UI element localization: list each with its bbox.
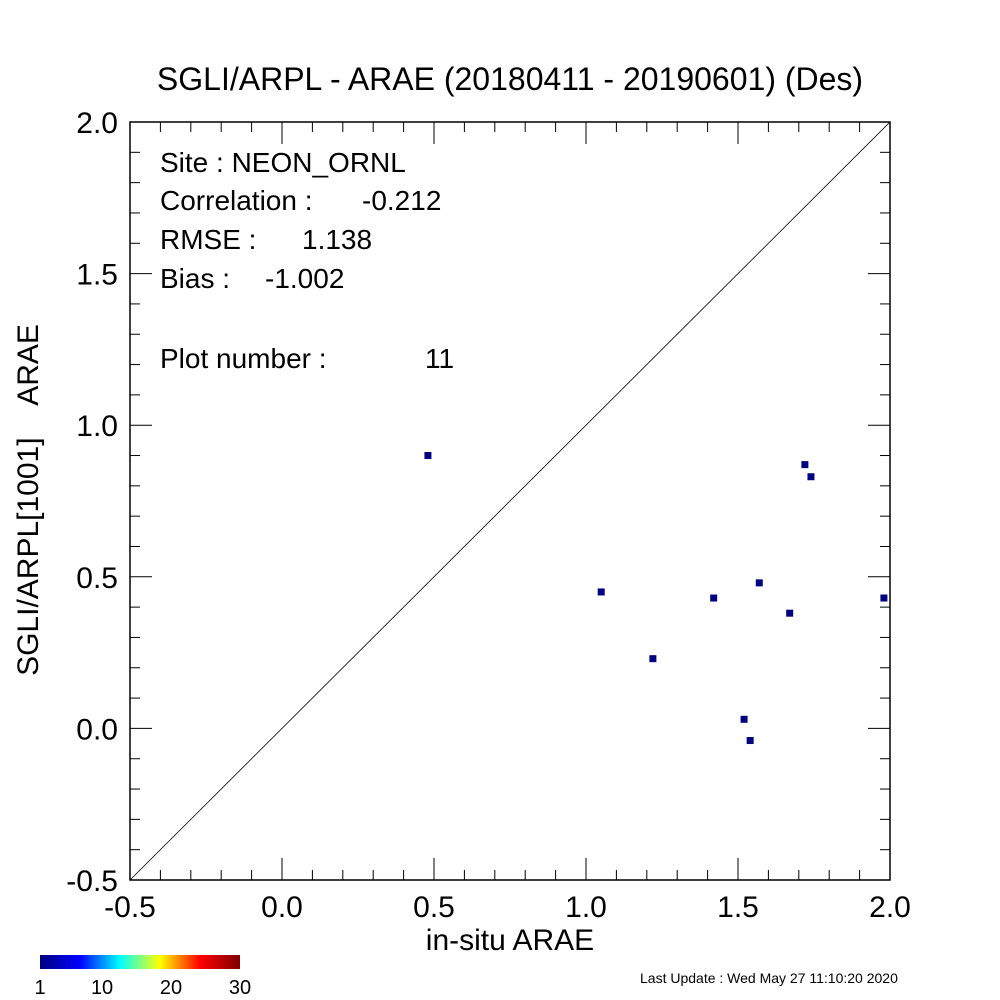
x-tick-label: 0.0 (261, 891, 303, 924)
x-axis-title: in-situ ARAE (426, 924, 594, 957)
colorbar: 1 10 20 30 (34, 955, 251, 999)
one-to-one-line-group (129, 121, 891, 881)
y-tick-label: 1.0 (76, 410, 118, 443)
y-tick-label: -0.5 (66, 865, 118, 898)
colorbar-label: 1 (34, 977, 45, 999)
bias-value: -1.002 (265, 263, 344, 294)
x-tick-label: 1.5 (717, 891, 759, 924)
bias-label: Bias : (160, 263, 230, 294)
colorbar-label: 30 (229, 977, 251, 999)
data-point (597, 588, 605, 596)
data-point (786, 609, 794, 617)
data-point (424, 452, 432, 460)
correlation-value: -0.212 (362, 185, 441, 216)
rmse-label: RMSE : (160, 224, 256, 255)
data-point (649, 655, 657, 663)
x-tick-label: -0.5 (104, 891, 156, 924)
one-to-one-line (129, 121, 891, 881)
x-tick-label: 1.0 (565, 891, 607, 924)
data-point (801, 461, 809, 469)
colorbar-label: 20 (160, 977, 182, 999)
data-point (710, 594, 718, 602)
x-tick-label: 2.0 (869, 891, 911, 924)
y-axis-title: SGLI/ARPL[1001] ARAE (12, 324, 45, 676)
y-tick-label: 0.5 (76, 562, 118, 595)
x-tick-label: 0.5 (413, 891, 455, 924)
data-point (746, 737, 754, 745)
y-tick-label: 1.5 (76, 259, 118, 292)
plot-number-label: Plot number : (160, 343, 327, 374)
y-tick-label: 2.0 (76, 107, 118, 140)
last-update-text: Last Update : Wed May 27 11:10:20 2020 (640, 970, 898, 986)
colorbar-label: 10 (91, 977, 113, 999)
data-point (807, 473, 815, 481)
correlation-label: Correlation : (160, 185, 313, 216)
plot-axes: -0.5 0.0 0.5 1.0 1.5 2.0 -0.5 0.0 0.5 1.0 1.5 2.0 (66, 107, 911, 924)
data-point (740, 715, 748, 723)
scatter-points (424, 452, 888, 745)
plot-number-value: 11 (425, 343, 454, 374)
rmse-value: 1.138 (302, 224, 372, 255)
statistics-annotations: Site : NEON_ORNL Correlation : -0.212 RM… (160, 147, 454, 374)
colorbar-gradient (40, 955, 240, 969)
plot-frame (129, 121, 891, 881)
data-point (755, 579, 763, 587)
y-tick-label: 0.0 (76, 713, 118, 746)
data-point (880, 594, 888, 602)
site-annotation: Site : NEON_ORNL (160, 147, 406, 178)
chart-title: SGLI/ARPL - ARAE (20180411 - 20190601) (… (157, 61, 863, 97)
